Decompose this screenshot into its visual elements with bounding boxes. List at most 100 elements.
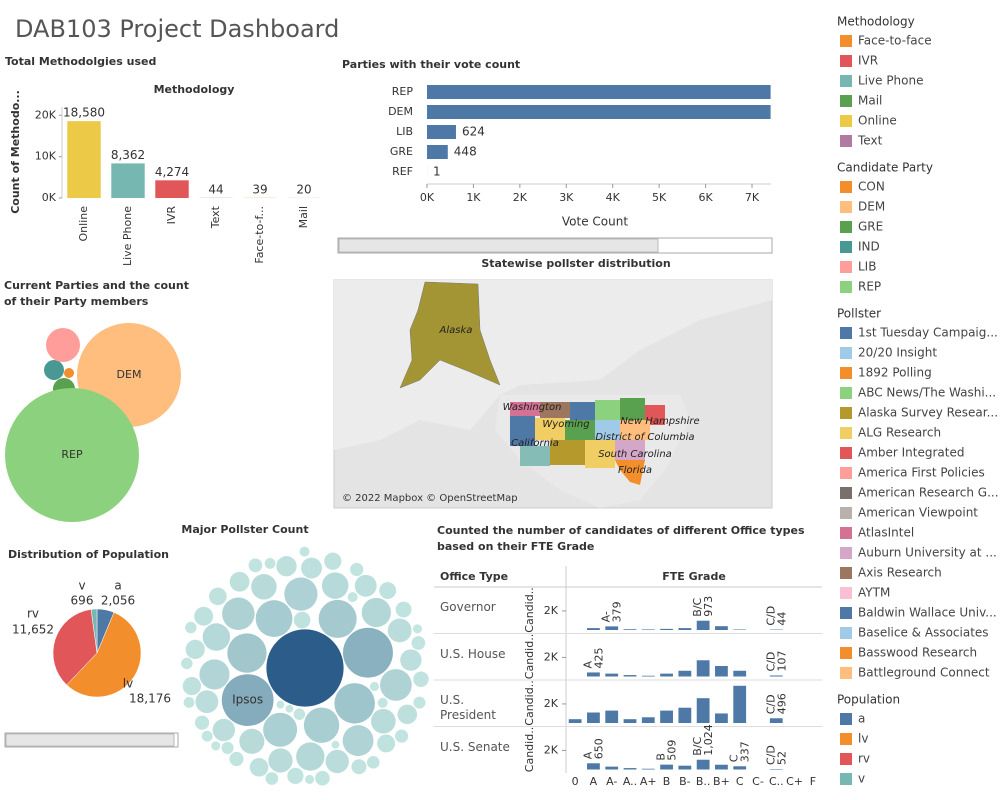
- bar: [605, 626, 619, 630]
- bubble: [64, 368, 74, 378]
- pie-label: a: [114, 579, 121, 593]
- legend-label: REP: [858, 280, 881, 294]
- legend-swatch: [840, 647, 852, 659]
- bubble: [377, 734, 396, 753]
- map-state: [399, 281, 501, 389]
- bubble: [366, 755, 380, 769]
- x-tick-label: A: [590, 775, 598, 788]
- bar: [696, 620, 710, 630]
- bar: [605, 766, 619, 770]
- legend-label: Mail: [858, 94, 882, 108]
- legend-label: DEM: [858, 200, 885, 214]
- chart-title: Total Methodolgies used: [5, 55, 156, 68]
- bubble: [379, 582, 397, 600]
- x-tick-label: Face-to-f...: [253, 206, 266, 264]
- x-tick-label: 5K: [652, 191, 667, 204]
- legend-swatch: [840, 387, 852, 399]
- bubble: [227, 633, 267, 673]
- legend-label: lv: [858, 732, 868, 746]
- pie-value-label: 11,652: [12, 623, 54, 637]
- data-label: 1,024: [702, 724, 715, 756]
- data-label-grade: C/D: [764, 745, 777, 765]
- bar: [427, 105, 771, 119]
- scrollbar-thumb[interactable]: [338, 238, 659, 253]
- scrollbar-thumb[interactable]: [5, 733, 175, 747]
- bubble: [350, 562, 364, 577]
- pie-slice: [52, 609, 98, 686]
- data-label-grade: A: [581, 751, 594, 759]
- bar: [605, 710, 619, 723]
- legend-label: ABC News/The Washi...: [858, 386, 996, 400]
- legend-label: LIB: [858, 260, 876, 274]
- legend-label: 20/20 Insight: [858, 346, 937, 360]
- bar: [769, 675, 783, 677]
- data-label: 52: [775, 751, 788, 765]
- y-tick-label: 2K: [544, 650, 559, 663]
- bubble: [185, 621, 197, 634]
- bar: [605, 673, 619, 677]
- pie-value-label: 18,176: [129, 692, 171, 706]
- legend-title: Candidate Party: [837, 161, 933, 175]
- chart-title: Counted the number of candidates of diff…: [437, 524, 805, 553]
- bar: [641, 717, 655, 723]
- bubble: [221, 741, 234, 754]
- legend-title: Methodology: [837, 15, 915, 29]
- bubble: [239, 728, 265, 754]
- legend-label: a: [858, 712, 865, 726]
- map-label: District of Columbia: [595, 432, 694, 443]
- legend-label: AtlasIntel: [858, 526, 914, 540]
- legend-label: Axis Research: [858, 566, 942, 580]
- data-label: 624: [462, 125, 485, 139]
- y-tick-label: LIB: [396, 125, 413, 138]
- bar: [696, 698, 710, 723]
- bubble: [249, 758, 269, 777]
- data-label: 1: [433, 165, 441, 179]
- data-label: 509: [666, 740, 679, 761]
- bubble: [354, 574, 377, 597]
- bar: [568, 719, 582, 723]
- y-tick-label: 10K: [35, 150, 57, 163]
- data-label-grade: B/C: [691, 597, 704, 616]
- bubble: [276, 556, 297, 577]
- map-state: [615, 460, 645, 485]
- data-label: 4,274: [155, 165, 189, 179]
- y-axis-label: Count of Methodo...: [9, 90, 22, 214]
- data-label-grade: C: [728, 754, 741, 762]
- map-label: Washington: [503, 402, 562, 413]
- bubble: [395, 601, 412, 618]
- bubble: [299, 546, 310, 557]
- x-tick-label: 1K: [466, 191, 481, 204]
- pie-label: lv: [123, 677, 133, 691]
- x-tick-label: Text: [209, 205, 222, 229]
- legend-label: Alaska Survey Resear...: [858, 406, 998, 420]
- bar: [678, 707, 692, 723]
- map-label: Alaska: [439, 325, 473, 336]
- x-tick-label: B..: [696, 775, 711, 788]
- legend-swatch: [840, 241, 852, 253]
- x-tick-label: B+: [713, 775, 730, 788]
- x-tick-label: 2K: [513, 191, 528, 204]
- bar: [623, 768, 637, 770]
- data-label: 973: [702, 596, 715, 617]
- x-tick-label: 4K: [606, 191, 621, 204]
- bubble: [342, 627, 393, 678]
- legend-label: Face-to-face: [858, 34, 932, 48]
- pie-slice: [66, 612, 142, 698]
- bar: [67, 121, 101, 198]
- bar: [641, 768, 655, 770]
- bubble: [334, 683, 375, 724]
- legend-label: rv: [858, 752, 870, 766]
- x-tick-label: A..: [623, 775, 637, 788]
- bubble: [183, 697, 195, 708]
- map: [333, 279, 773, 509]
- bar: [427, 145, 448, 159]
- legend-label: IND: [858, 240, 880, 254]
- bar: [715, 666, 728, 677]
- bar: [733, 685, 747, 723]
- bubble: [248, 558, 263, 573]
- legend-swatch: [840, 447, 852, 459]
- y-axis-label: Candid..: [523, 634, 536, 679]
- pie-label: v: [78, 579, 85, 593]
